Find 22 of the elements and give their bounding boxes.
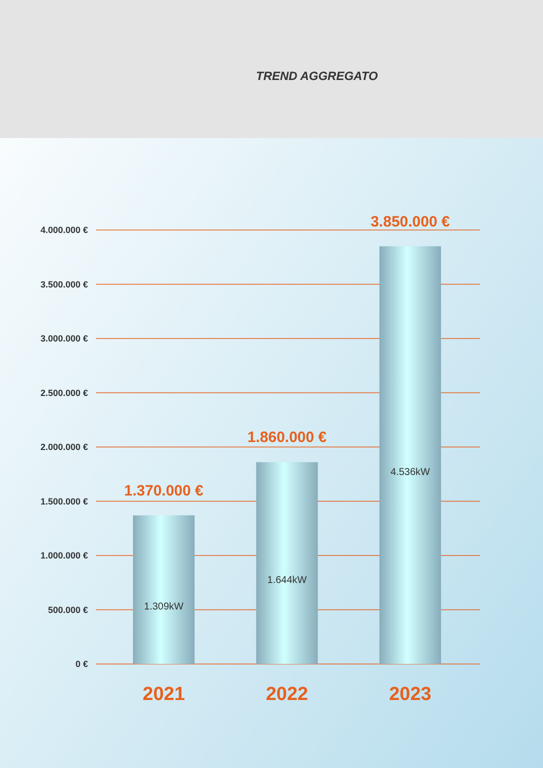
bar	[132, 515, 195, 664]
y-tick-label: 1.000.000 €	[40, 550, 88, 560]
bar	[256, 462, 318, 664]
x-tick-label: 2022	[266, 684, 308, 705]
data-label: 1.370.000 €	[124, 482, 204, 500]
annotation: 1.644kW	[267, 575, 308, 586]
data-label: 1.860.000 €	[247, 429, 328, 446]
y-tick-label: 1.500.000 €	[40, 496, 88, 506]
bar	[379, 246, 442, 664]
x-tick-label: 2023	[389, 684, 432, 705]
y-tick-label: 3.000.000 €	[40, 334, 88, 344]
data-label: 3.850.000 €	[370, 213, 450, 230]
y-tick-label: 3.500.000 €	[40, 279, 88, 290]
y-tick-label: 500.000 €	[48, 604, 88, 615]
y-tick-label: 4.000.000 €	[40, 225, 88, 235]
x-tick-label: 2021	[142, 684, 186, 705]
annotation: 1.309kW	[144, 602, 184, 613]
y-tick-label: 2.500.000 €	[40, 388, 88, 398]
y-tick-label: 2.000.000 €	[40, 442, 88, 452]
annotation: 4.536kW	[390, 467, 431, 478]
chart-title: TREND AGGREGATO	[256, 69, 378, 83]
y-tick-label: 0 €	[75, 659, 88, 669]
